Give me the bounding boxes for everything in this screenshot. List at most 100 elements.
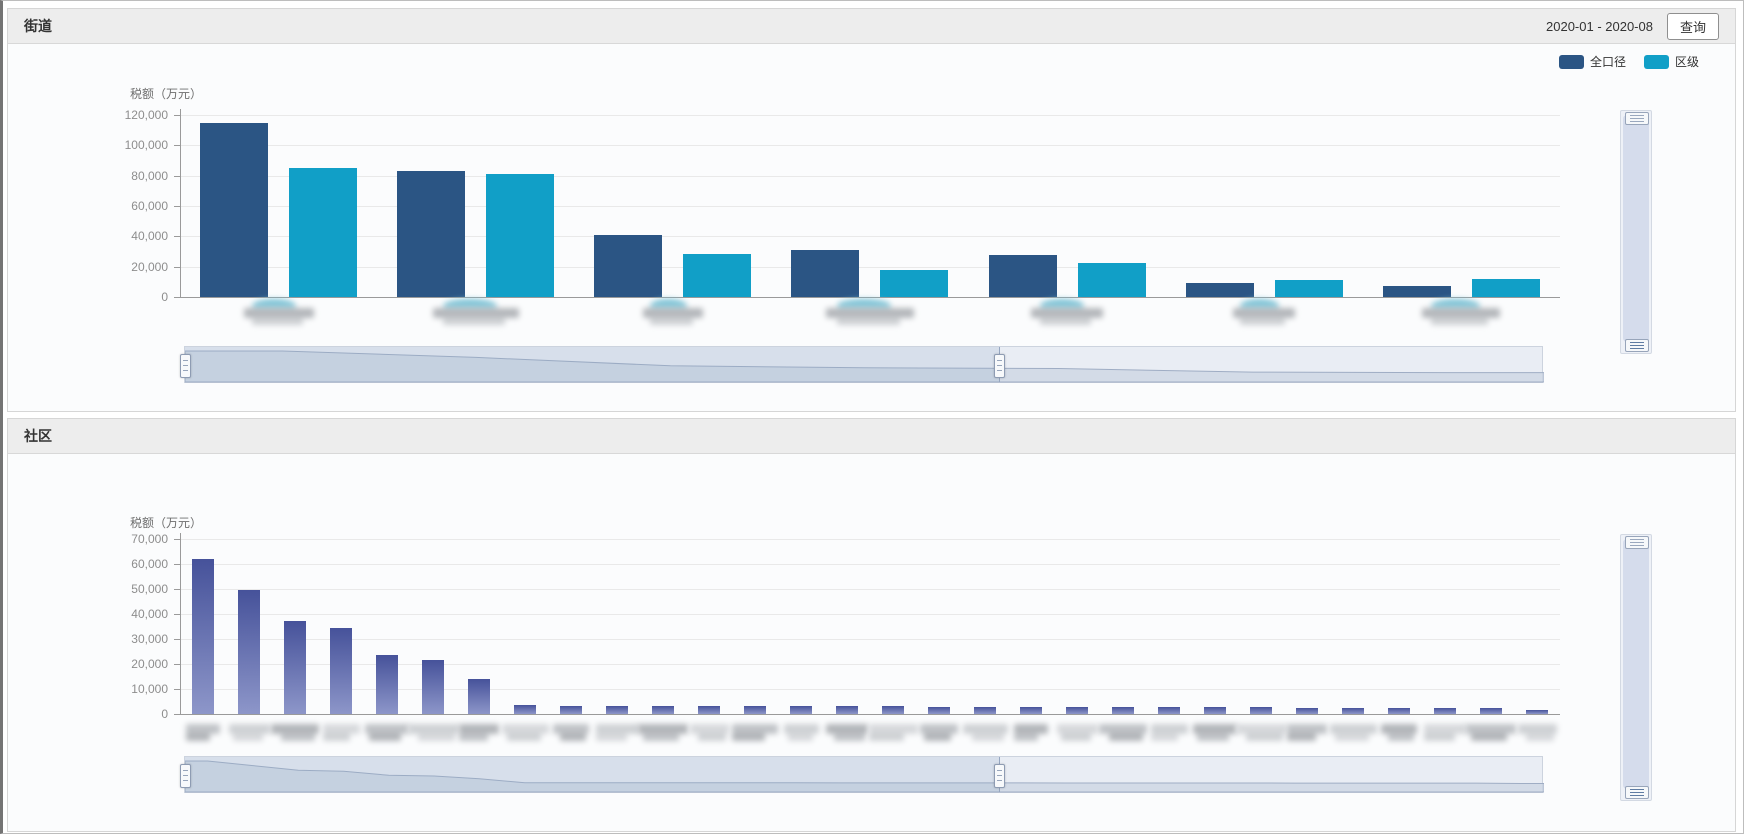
bar[interactable]: [1204, 707, 1226, 714]
bar[interactable]: [974, 707, 996, 714]
bar[interactable]: [1434, 708, 1456, 714]
bar[interactable]: [1158, 707, 1180, 714]
y-tick-label: 60,000: [131, 557, 168, 571]
bar[interactable]: [1020, 707, 1042, 714]
bar-series-1[interactable]: [880, 270, 948, 297]
bar-series-0[interactable]: [397, 171, 465, 297]
blur-fragment: [920, 724, 958, 734]
bar[interactable]: [1112, 707, 1134, 714]
blur-fragment: [369, 733, 402, 741]
bar-series-0[interactable]: [989, 255, 1057, 297]
bar[interactable]: [1066, 707, 1088, 714]
x-axis-line: [180, 714, 1560, 715]
y-tick-label: 0: [161, 290, 168, 304]
blur-fragment: [1287, 733, 1316, 741]
bar-series-1[interactable]: [1078, 263, 1146, 297]
datazoom-handle-top[interactable]: [1625, 112, 1649, 125]
bar[interactable]: [1342, 708, 1364, 714]
bar-series-1[interactable]: [1472, 279, 1540, 297]
y-tick-mark: [174, 236, 180, 237]
panel-street-toolbar: 2020-01 - 2020-08 查询: [1546, 12, 1719, 40]
blur-fragment: [1151, 724, 1188, 734]
bar[interactable]: [238, 590, 260, 714]
bar[interactable]: [284, 621, 306, 714]
bar-series-0[interactable]: [1383, 286, 1451, 297]
x-label-blurred: [1422, 299, 1500, 328]
datazoom-slider-vertical[interactable]: [1620, 534, 1652, 801]
bar[interactable]: [1388, 708, 1410, 714]
blur-fragment: [323, 724, 360, 734]
blur-fragment: [1057, 724, 1098, 734]
blur-fragment: [1334, 733, 1369, 741]
datazoom-selected-window[interactable]: [1623, 115, 1649, 342]
bar[interactable]: [836, 706, 858, 714]
bar-series-0[interactable]: [200, 123, 268, 297]
blur-fragment: [1240, 299, 1279, 307]
bar[interactable]: [422, 660, 444, 714]
bar[interactable]: [1526, 710, 1548, 714]
datazoom-selected-window[interactable]: [185, 347, 1001, 382]
blur-fragment: [1422, 308, 1500, 318]
bar[interactable]: [928, 707, 950, 714]
bar-series-1[interactable]: [1275, 280, 1343, 297]
bar-series-0[interactable]: [791, 250, 859, 297]
datazoom-selected-window[interactable]: [1623, 539, 1649, 789]
datazoom-handle-left[interactable]: [180, 763, 191, 788]
datazoom-handle-bottom[interactable]: [1625, 786, 1649, 799]
panel-street-title: 街道: [24, 18, 52, 34]
blur-fragment: [1246, 733, 1283, 741]
bar[interactable]: [330, 628, 352, 714]
bar[interactable]: [1296, 708, 1318, 714]
blur-fragment: [1381, 724, 1417, 734]
datazoom-handle-bottom[interactable]: [1625, 339, 1649, 352]
bar[interactable]: [652, 706, 674, 714]
bar-series-0[interactable]: [1186, 283, 1254, 297]
bar[interactable]: [882, 706, 904, 714]
community-chart: 税额（万元） 0 10,000 20,000 30,000 40,000 50,000 60…: [8, 454, 1735, 831]
bar[interactable]: [560, 706, 582, 714]
datazoom-selected-window[interactable]: [185, 757, 1001, 792]
date-range-picker[interactable]: 2020-01 - 2020-08: [1546, 18, 1653, 34]
legend-item-0[interactable]: 全口径: [1558, 53, 1626, 70]
bar[interactable]: [514, 705, 536, 714]
x-label-blurred: [643, 299, 703, 328]
gridline: [180, 206, 1560, 207]
bar-series-1[interactable]: [486, 174, 554, 297]
x-label-blurred: [323, 720, 360, 744]
bar[interactable]: [192, 559, 214, 714]
bar[interactable]: [1480, 708, 1502, 714]
bar[interactable]: [790, 706, 812, 714]
bar[interactable]: [1250, 707, 1272, 714]
blur-fragment: [233, 733, 263, 741]
gridline: [180, 589, 1560, 590]
x-label-blurred: [1466, 720, 1516, 744]
blur-fragment: [244, 308, 314, 318]
datazoom-handle-right[interactable]: [994, 353, 1006, 378]
datazoom-handle-top[interactable]: [1625, 536, 1649, 549]
blur-fragment: [1031, 308, 1103, 318]
y-tick-mark: [174, 539, 180, 540]
bar-series-1[interactable]: [683, 254, 751, 297]
bar-series-1[interactable]: [289, 168, 357, 297]
blur-fragment: [1014, 733, 1039, 741]
y-tick-mark: [174, 639, 180, 640]
bar[interactable]: [744, 706, 766, 714]
datazoom-handle-right[interactable]: [994, 763, 1006, 788]
bar-series-0[interactable]: [594, 235, 662, 297]
bar[interactable]: [698, 706, 720, 714]
datazoom-slider-horizontal[interactable]: [180, 756, 1544, 793]
query-button[interactable]: 查询: [1666, 12, 1719, 40]
x-label-blurred: [408, 720, 459, 744]
bar[interactable]: [606, 706, 628, 714]
legend-item-1[interactable]: 区级: [1643, 53, 1699, 70]
blur-fragment: [834, 733, 865, 741]
y-tick-mark: [174, 614, 180, 615]
blur-fragment: [643, 733, 679, 741]
bar[interactable]: [468, 679, 490, 714]
datazoom-slider-horizontal[interactable]: [180, 346, 1544, 383]
blur-fragment: [506, 733, 541, 741]
bar[interactable]: [376, 655, 398, 714]
panel-community: 社区 税额（万元） 0 10,000 20,000 30,000 40,000 50,00…: [7, 418, 1736, 832]
datazoom-handle-left[interactable]: [180, 353, 191, 378]
datazoom-slider-vertical[interactable]: [1620, 110, 1652, 354]
